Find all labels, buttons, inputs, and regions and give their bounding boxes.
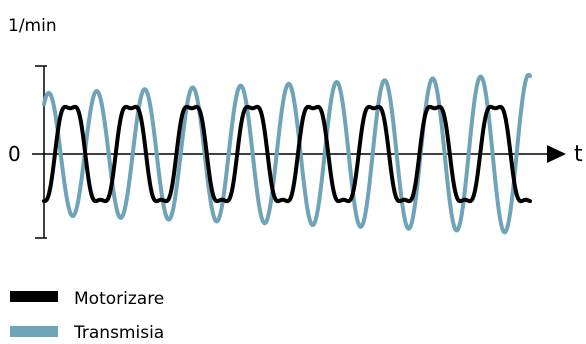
legend-label-motorizare: Motorizare (74, 289, 164, 309)
y-axis-label: 1/min (8, 16, 57, 36)
series-line-motorizare (42, 104, 532, 204)
legend-swatch-motorizare (10, 291, 58, 302)
x-axis-arrowhead (547, 145, 566, 163)
y-tick-label-zero: 0 (8, 142, 21, 166)
series-line-transmisia (42, 72, 532, 235)
x-axis-label: t (574, 142, 583, 167)
legend-label-transmisia: Transmisia (73, 323, 164, 343)
legend-swatch-transmisia (10, 326, 58, 337)
